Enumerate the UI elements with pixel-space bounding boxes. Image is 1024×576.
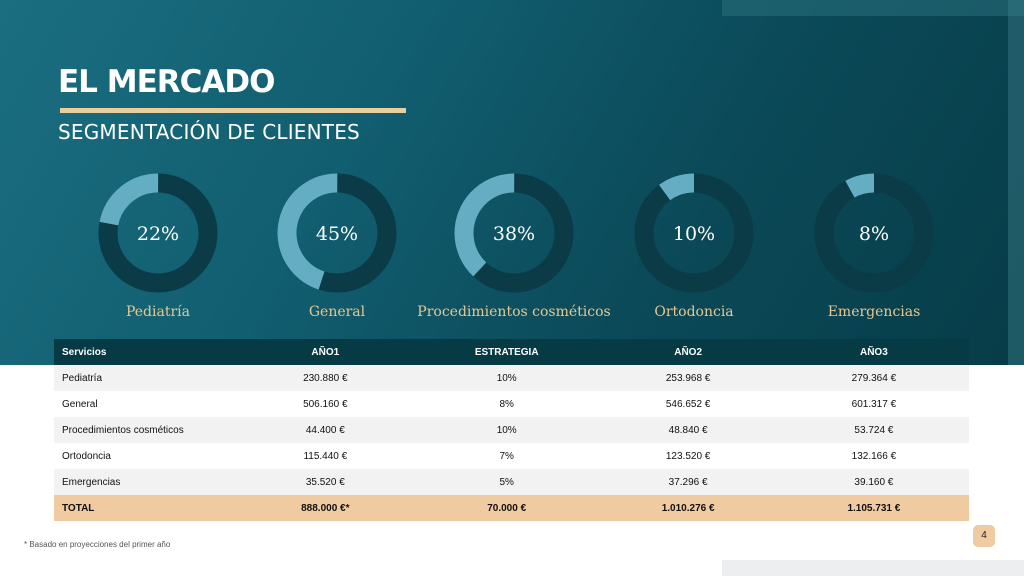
donut-category-label: General: [308, 304, 366, 320]
table-cell: 5%: [415, 469, 598, 495]
table-row: General 506.160 € 8% 546.652 € 601.317 €: [54, 391, 969, 417]
table-cell: 132.166 €: [778, 443, 969, 469]
table-cell: 601.317 €: [778, 391, 969, 417]
table-cell: 230.880 €: [234, 365, 416, 391]
col-header-servicios: Servicios: [54, 339, 235, 365]
donut-category-label: Pediatría: [125, 304, 190, 320]
col-header-ano1: AÑO1: [234, 339, 416, 365]
table-cell: 279.364 €: [778, 365, 969, 391]
page-number: 4: [973, 525, 995, 547]
table-cell: 1.010.276 €: [597, 495, 779, 521]
page-title: EL MERCADO: [58, 64, 275, 100]
table-cell: 546.652 €: [597, 391, 779, 417]
table-cell: 48.840 €: [597, 417, 779, 443]
table-row: Pediatría 230.880 € 10% 253.968 € 279.36…: [54, 365, 969, 391]
donut-chart: 22%: [98, 173, 218, 293]
donut-pediatria: 22% Pediatría: [58, 168, 258, 320]
table-cell: 44.400 €: [234, 417, 416, 443]
donut-percent-label: 8%: [859, 223, 889, 245]
table-cell: 39.160 €: [778, 469, 969, 495]
donut-general: 45% General: [237, 168, 437, 320]
table-cell: 8%: [415, 391, 598, 417]
table-cell: General: [54, 391, 235, 417]
table-cell: 10%: [415, 417, 598, 443]
table-cell: 888.000 €*: [234, 495, 416, 521]
donut-category-label: Procedimientos cosméticos: [417, 304, 611, 320]
table-cell: 37.296 €: [597, 469, 779, 495]
table-row: Procedimientos cosméticos 44.400 € 10% 4…: [54, 417, 969, 443]
table-total-row: TOTAL 888.000 €* 70.000 € 1.010.276 € 1.…: [54, 495, 969, 521]
col-header-ano3: AÑO3: [778, 339, 969, 365]
table-cell: TOTAL: [54, 495, 235, 521]
table-cell: 253.968 €: [597, 365, 779, 391]
table-cell: 7%: [415, 443, 598, 469]
donut-percent-label: 38%: [493, 223, 535, 245]
footnote: * Basado en proyecciones del primer año: [24, 540, 171, 549]
donut-chart: 38%: [454, 173, 574, 293]
donut-percent-label: 22%: [137, 223, 179, 245]
table-cell: 123.520 €: [597, 443, 779, 469]
title-underline: [60, 108, 406, 113]
table-row: Emergencias 35.520 € 5% 37.296 € 39.160 …: [54, 469, 969, 495]
table-row: Ortodoncia 115.440 € 7% 123.520 € 132.16…: [54, 443, 969, 469]
donut-category-label: Ortodoncia: [654, 304, 734, 320]
table-cell: 115.440 €: [234, 443, 416, 469]
table-cell: Emergencias: [54, 469, 235, 495]
donut-category-label: Emergencias: [827, 304, 921, 320]
table-header-row: Servicios AÑO1 ESTRATEGIA AÑO2 AÑO3: [54, 339, 969, 365]
table-cell: Procedimientos cosméticos: [54, 417, 235, 443]
donut-emergencias: 8% Emergencias: [774, 168, 974, 320]
table-cell: 70.000 €: [415, 495, 598, 521]
donut-chart: 45%: [277, 173, 397, 293]
donut-percent-label: 10%: [673, 223, 715, 245]
table-cell: 53.724 €: [778, 417, 969, 443]
donut-ortodoncia: 10% Ortodoncia: [594, 168, 794, 320]
decorative-bottom-strip: [722, 560, 1024, 576]
donut-chart: 8%: [814, 173, 934, 293]
page-subtitle: SEGMENTACIÓN DE CLIENTES: [58, 120, 360, 144]
table-cell: 35.520 €: [234, 469, 416, 495]
donut-percent-label: 45%: [316, 223, 358, 245]
donut-procedimientos-cosmeticos: 38% Procedimientos cosméticos: [414, 168, 614, 320]
table-cell: 1.105.731 €: [778, 495, 969, 521]
donut-chart: 10%: [634, 173, 754, 293]
col-header-estrategia: ESTRATEGIA: [415, 339, 598, 365]
table-cell: Ortodoncia: [54, 443, 235, 469]
table-cell: 506.160 €: [234, 391, 416, 417]
col-header-ano2: AÑO2: [597, 339, 779, 365]
services-table: Servicios AÑO1 ESTRATEGIA AÑO2 AÑO3 Pedi…: [54, 339, 969, 521]
decorative-corner-block: [722, 0, 1024, 16]
table-cell: 10%: [415, 365, 598, 391]
decorative-side-strip: [1008, 0, 1024, 365]
table-cell: Pediatría: [54, 365, 235, 391]
donut-slice: [454, 173, 574, 293]
